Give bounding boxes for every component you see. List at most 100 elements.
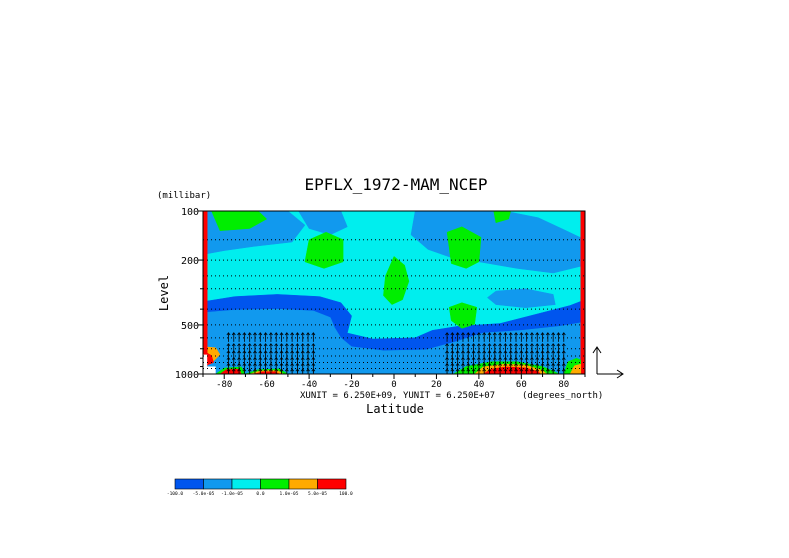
vector-head	[450, 362, 455, 366]
vector-head	[268, 343, 273, 347]
vector-head	[445, 343, 449, 347]
vector-head	[519, 350, 524, 354]
vector-head	[274, 350, 279, 354]
vector-head	[551, 362, 556, 366]
vector-head	[535, 332, 540, 336]
vector-head	[561, 332, 566, 336]
vector-head	[295, 343, 300, 347]
vector-head	[274, 356, 279, 360]
vector-head	[503, 350, 508, 354]
flux-vector-109	[482, 332, 487, 342]
vector-head	[556, 362, 561, 366]
flux-vector-13	[295, 332, 300, 342]
vector-head	[263, 350, 268, 354]
vector-head	[300, 332, 305, 336]
vector-head	[487, 368, 492, 372]
vector-head	[476, 362, 481, 366]
vector-head	[231, 368, 236, 372]
flux-vector-6	[258, 332, 263, 342]
vector-head	[524, 356, 529, 360]
flux-vector-8	[268, 332, 273, 342]
vector-head	[258, 356, 263, 360]
vector-head	[450, 332, 455, 336]
vector-head	[556, 332, 561, 336]
vector-head	[551, 368, 556, 372]
vector-head	[540, 368, 545, 372]
missing-data-1	[205, 366, 216, 374]
colorbar-label-0: -100.0	[167, 491, 184, 497]
vector-head	[492, 362, 497, 366]
vector-head	[535, 343, 540, 347]
vector-head	[445, 368, 449, 372]
x-tick-label: 0	[391, 380, 396, 390]
vector-head	[498, 356, 503, 360]
vector-head	[231, 356, 236, 360]
vector-head	[561, 368, 566, 372]
vector-head	[268, 356, 273, 360]
vector-head	[263, 368, 268, 372]
vector-head	[524, 362, 529, 366]
vector-head	[295, 368, 300, 372]
vector-head	[514, 350, 518, 354]
vector-head	[545, 343, 550, 347]
vector-head	[498, 368, 503, 372]
vector-head	[450, 356, 455, 360]
contour-region-6	[486, 288, 556, 308]
vector-head	[530, 350, 534, 354]
vector-head	[290, 368, 295, 372]
y-tick-label: 500	[181, 321, 199, 332]
y-tick-label: 100	[181, 207, 199, 218]
vector-head	[545, 368, 550, 372]
vector-head	[253, 332, 257, 336]
flux-vector-111	[492, 332, 497, 342]
vector-head	[540, 362, 545, 366]
vector-head	[524, 368, 529, 372]
flux-vector-4	[247, 332, 252, 342]
contour-region-9	[383, 255, 410, 305]
vector-head	[461, 332, 465, 336]
contour-region-15	[580, 211, 585, 374]
vector-head	[253, 343, 257, 347]
flux-vector-103	[450, 332, 455, 342]
vector-head	[466, 350, 471, 354]
vector-head	[461, 356, 465, 360]
contour-region-26	[569, 363, 582, 374]
vector-head	[311, 343, 316, 347]
vector-head	[295, 362, 300, 366]
vector-head	[274, 368, 279, 372]
vector-head	[279, 356, 284, 360]
flux-vector-108	[476, 332, 481, 342]
colorbar-label-2: -1.0e-05	[221, 491, 243, 497]
vector-head	[540, 350, 545, 354]
vector-head	[508, 332, 513, 336]
vector-head	[290, 356, 295, 360]
x-units-label: (degrees_north)	[522, 391, 603, 401]
colorbar-swatch-2	[231, 478, 261, 490]
vector-head	[498, 362, 503, 366]
vector-head	[306, 368, 310, 372]
flux-vector-104	[455, 332, 460, 342]
vector-head	[476, 350, 481, 354]
vector-head	[545, 332, 550, 336]
flux-vector-5	[253, 332, 257, 342]
vector-head	[487, 332, 492, 336]
vector-head	[466, 332, 471, 336]
vector-head	[450, 343, 455, 347]
vector-head	[461, 368, 465, 372]
vector-head	[551, 350, 556, 354]
vector-head	[487, 343, 492, 347]
vector-head	[284, 368, 289, 372]
vector-head	[530, 368, 534, 372]
vector-head	[311, 368, 316, 372]
vector-head	[498, 350, 503, 354]
vector-head	[258, 332, 263, 336]
y-tick-label: 1000	[175, 370, 199, 381]
x-tick-label: 80	[558, 380, 569, 390]
vector-head	[268, 350, 273, 354]
vector-head	[535, 362, 540, 366]
colorbar-label-6: 100.0	[339, 491, 353, 497]
colorbar-swatch-3	[260, 478, 290, 490]
vector-head	[268, 332, 273, 336]
flux-vector-119	[535, 332, 540, 342]
vector-head	[466, 343, 471, 347]
